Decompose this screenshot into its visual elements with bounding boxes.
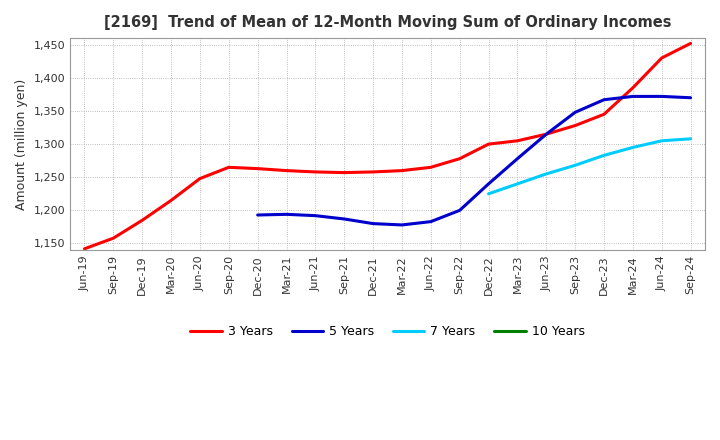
3 Years — [426, 165, 435, 170]
Line: 3 Years: 3 Years — [84, 44, 690, 249]
5 Years — [485, 181, 493, 187]
5 Years — [426, 219, 435, 224]
5 Years — [253, 213, 262, 218]
7 Years — [571, 163, 580, 168]
3 Years — [225, 165, 233, 170]
7 Years — [629, 145, 637, 150]
5 Years — [657, 94, 666, 99]
3 Years — [455, 156, 464, 161]
7 Years — [600, 153, 608, 158]
3 Years — [109, 235, 117, 241]
5 Years — [455, 208, 464, 213]
5 Years — [397, 222, 406, 227]
3 Years — [311, 169, 320, 175]
Line: 5 Years: 5 Years — [258, 96, 690, 225]
5 Years — [282, 212, 291, 217]
Legend: 3 Years, 5 Years, 7 Years, 10 Years: 3 Years, 5 Years, 7 Years, 10 Years — [185, 320, 590, 343]
5 Years — [600, 97, 608, 103]
Title: [2169]  Trend of Mean of 12-Month Moving Sum of Ordinary Incomes: [2169] Trend of Mean of 12-Month Moving … — [104, 15, 671, 30]
5 Years — [542, 132, 551, 137]
3 Years — [253, 166, 262, 171]
5 Years — [369, 221, 377, 226]
3 Years — [657, 55, 666, 61]
3 Years — [513, 138, 522, 143]
5 Years — [629, 94, 637, 99]
3 Years — [485, 142, 493, 147]
7 Years — [485, 191, 493, 196]
3 Years — [196, 176, 204, 181]
3 Years — [80, 246, 89, 251]
5 Years — [686, 95, 695, 100]
7 Years — [686, 136, 695, 141]
Y-axis label: Amount (million yen): Amount (million yen) — [15, 78, 28, 210]
3 Years — [138, 218, 146, 223]
3 Years — [282, 168, 291, 173]
5 Years — [340, 216, 348, 222]
3 Years — [397, 168, 406, 173]
3 Years — [686, 41, 695, 46]
7 Years — [657, 138, 666, 143]
3 Years — [571, 123, 580, 128]
3 Years — [629, 85, 637, 91]
3 Years — [340, 170, 348, 175]
3 Years — [167, 198, 176, 203]
3 Years — [542, 132, 551, 137]
Line: 7 Years: 7 Years — [489, 139, 690, 194]
7 Years — [513, 181, 522, 187]
5 Years — [311, 213, 320, 218]
3 Years — [600, 112, 608, 117]
5 Years — [571, 110, 580, 115]
7 Years — [542, 171, 551, 176]
3 Years — [369, 169, 377, 175]
5 Years — [513, 156, 522, 161]
